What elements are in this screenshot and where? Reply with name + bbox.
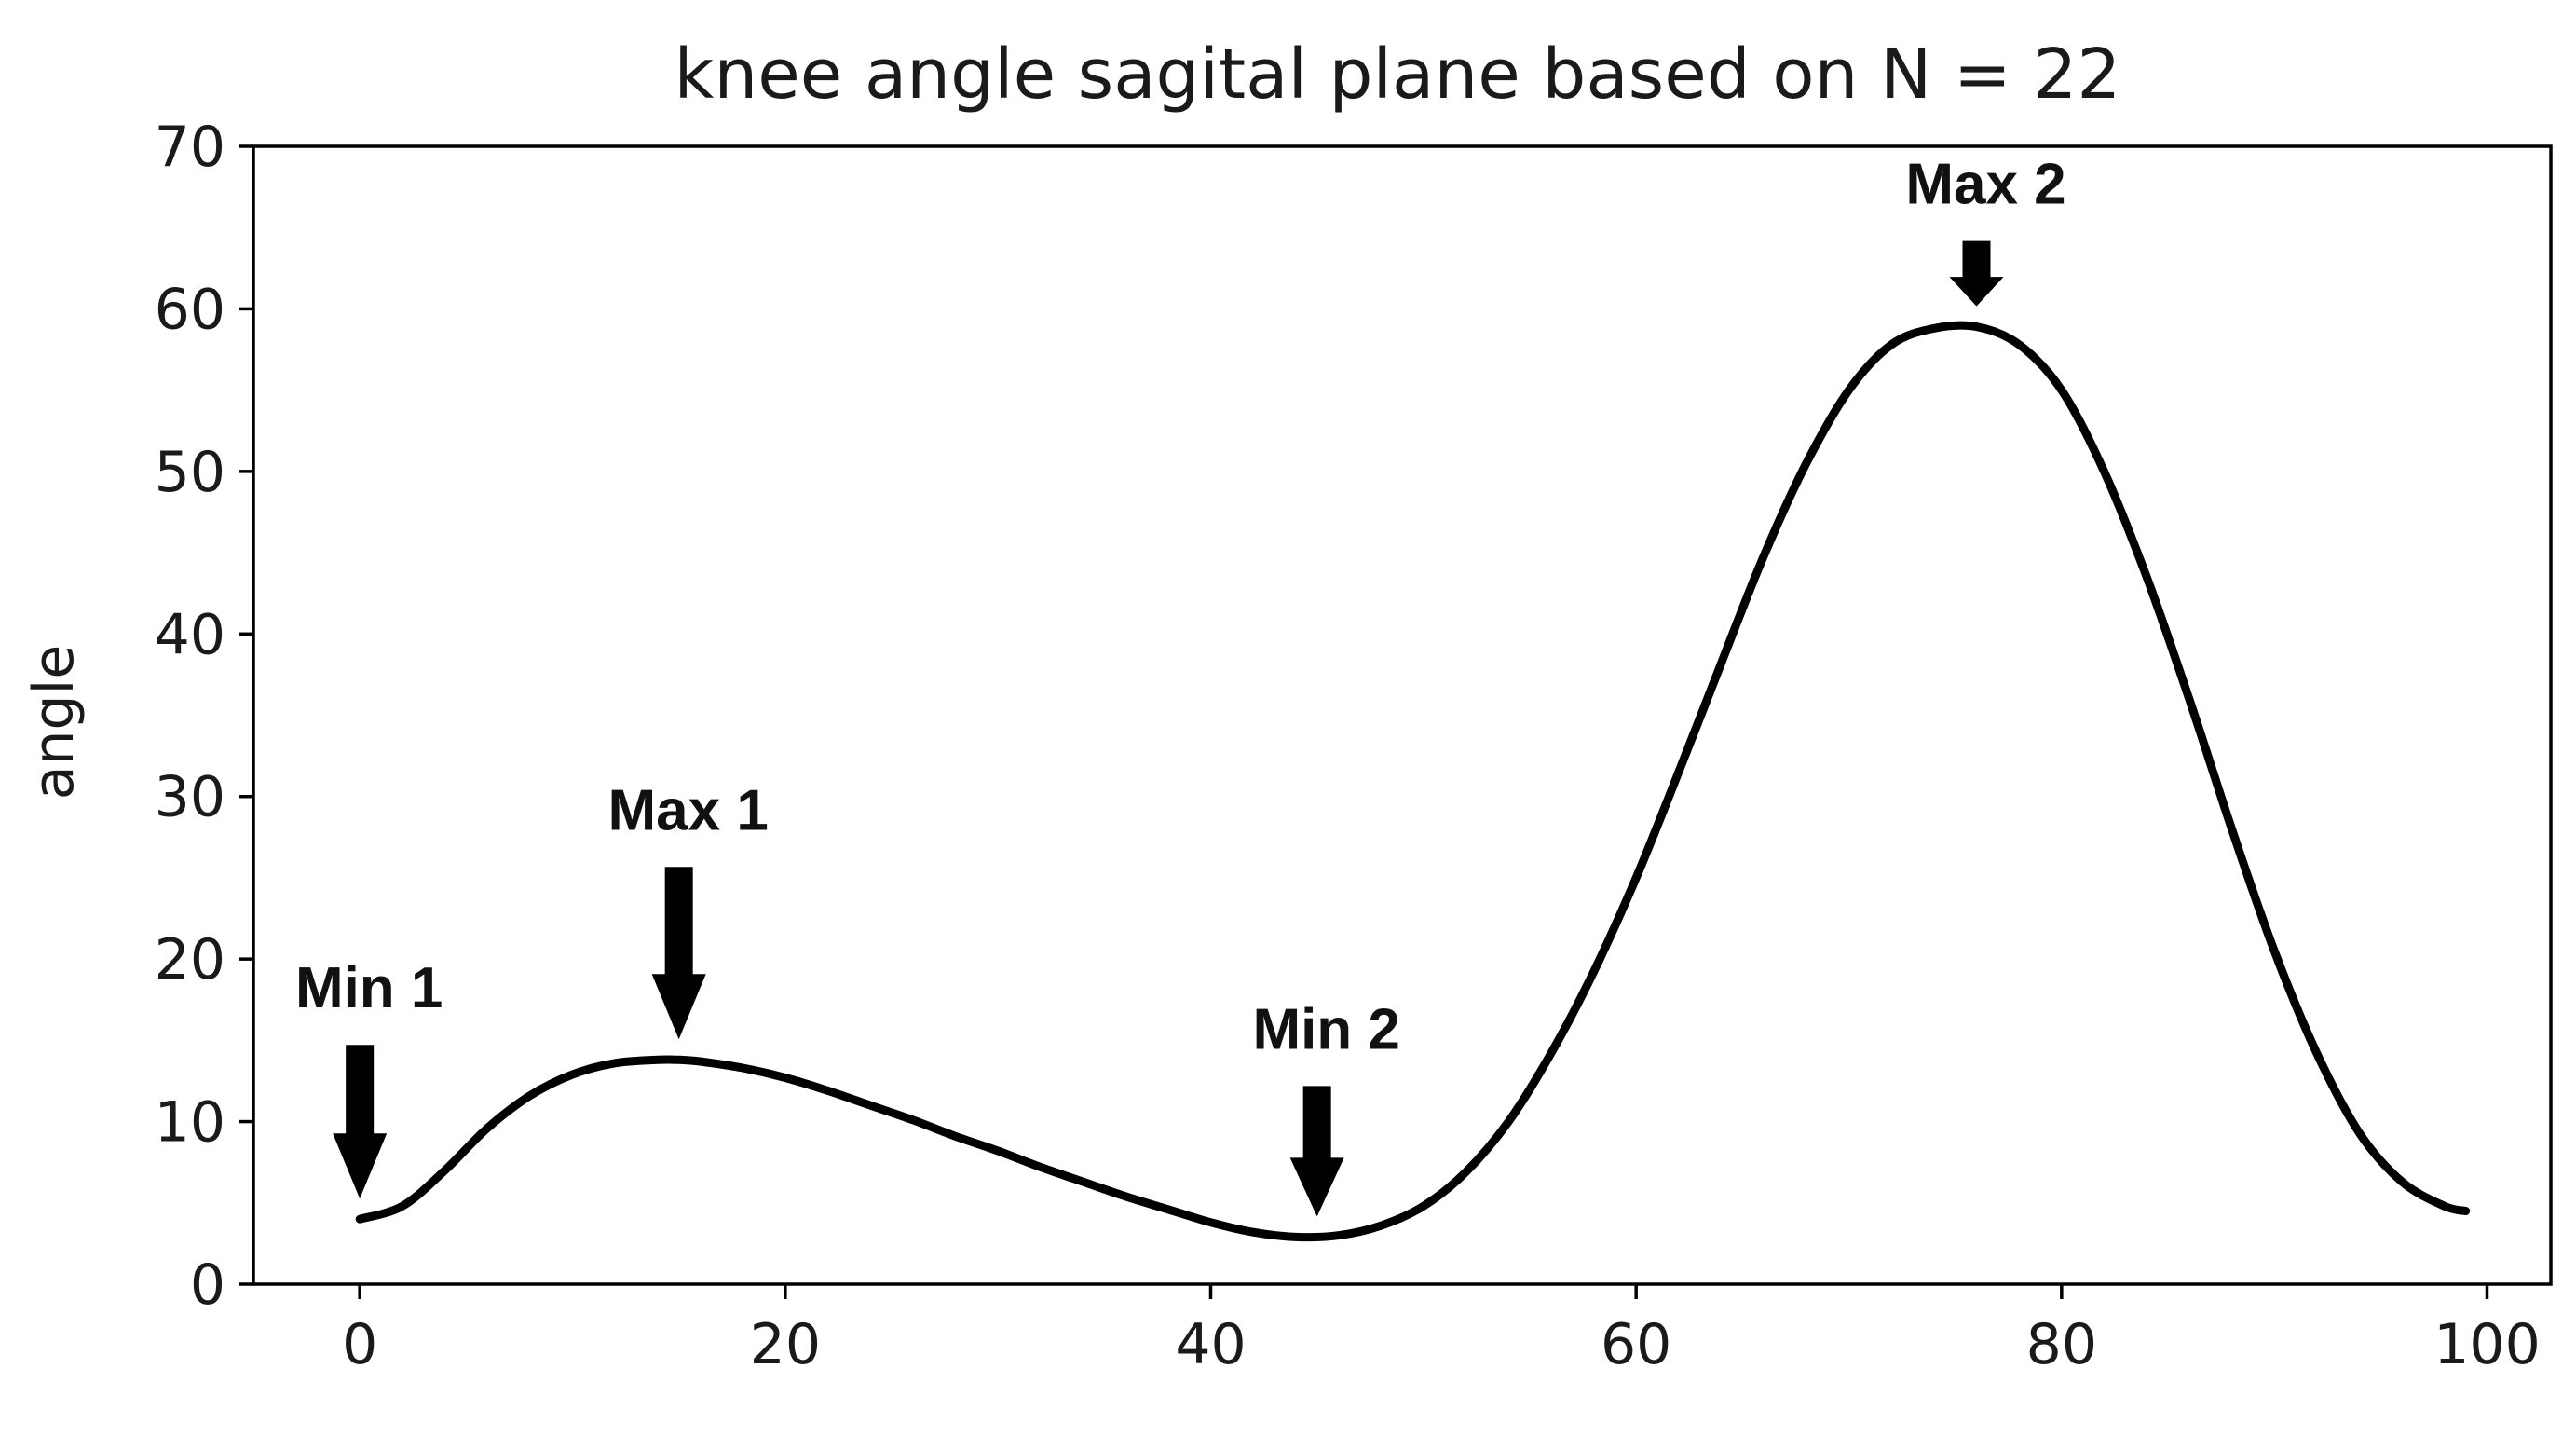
y-axis-label: angle xyxy=(21,645,87,800)
y-tick-label: 50 xyxy=(155,440,225,505)
x-tick-label: 40 xyxy=(1175,1312,1246,1377)
annotation-arrow xyxy=(1289,1086,1344,1217)
y-tick-label: 60 xyxy=(155,277,225,342)
annotation-arrow xyxy=(651,867,706,1040)
y-tick-label: 20 xyxy=(155,927,225,992)
chart-title: knee angle sagital plane based on N = 22 xyxy=(674,34,2120,115)
x-tick-label: 60 xyxy=(1601,1312,1671,1377)
y-tick-label: 10 xyxy=(155,1090,225,1156)
x-tick-label: 80 xyxy=(2026,1312,2097,1377)
plot-frame xyxy=(252,144,2553,1286)
annotation-label: Min 1 xyxy=(295,956,443,1020)
y-tick-label: 70 xyxy=(155,115,225,180)
annotation-arrow xyxy=(333,1045,388,1199)
annotation-label: Max 2 xyxy=(1905,153,2065,217)
plot-area: 0 20 40 60 80 100 0 10 20 30 40 50 60 70 Min 1 Max 1 Min… xyxy=(155,115,2553,1377)
annotation-arrow xyxy=(1949,240,2004,307)
series-line xyxy=(355,321,2471,1242)
annotation-label: Max 1 xyxy=(608,778,769,842)
y-tick-label: 40 xyxy=(155,602,225,667)
x-tick-label: 0 xyxy=(342,1312,377,1377)
x-tick-label: 20 xyxy=(750,1312,821,1377)
y-tick-label: 0 xyxy=(190,1252,225,1318)
y-tick-label: 30 xyxy=(155,765,225,830)
annotation-label: Min 2 xyxy=(1252,997,1399,1061)
x-tick-label: 100 xyxy=(2433,1312,2541,1377)
